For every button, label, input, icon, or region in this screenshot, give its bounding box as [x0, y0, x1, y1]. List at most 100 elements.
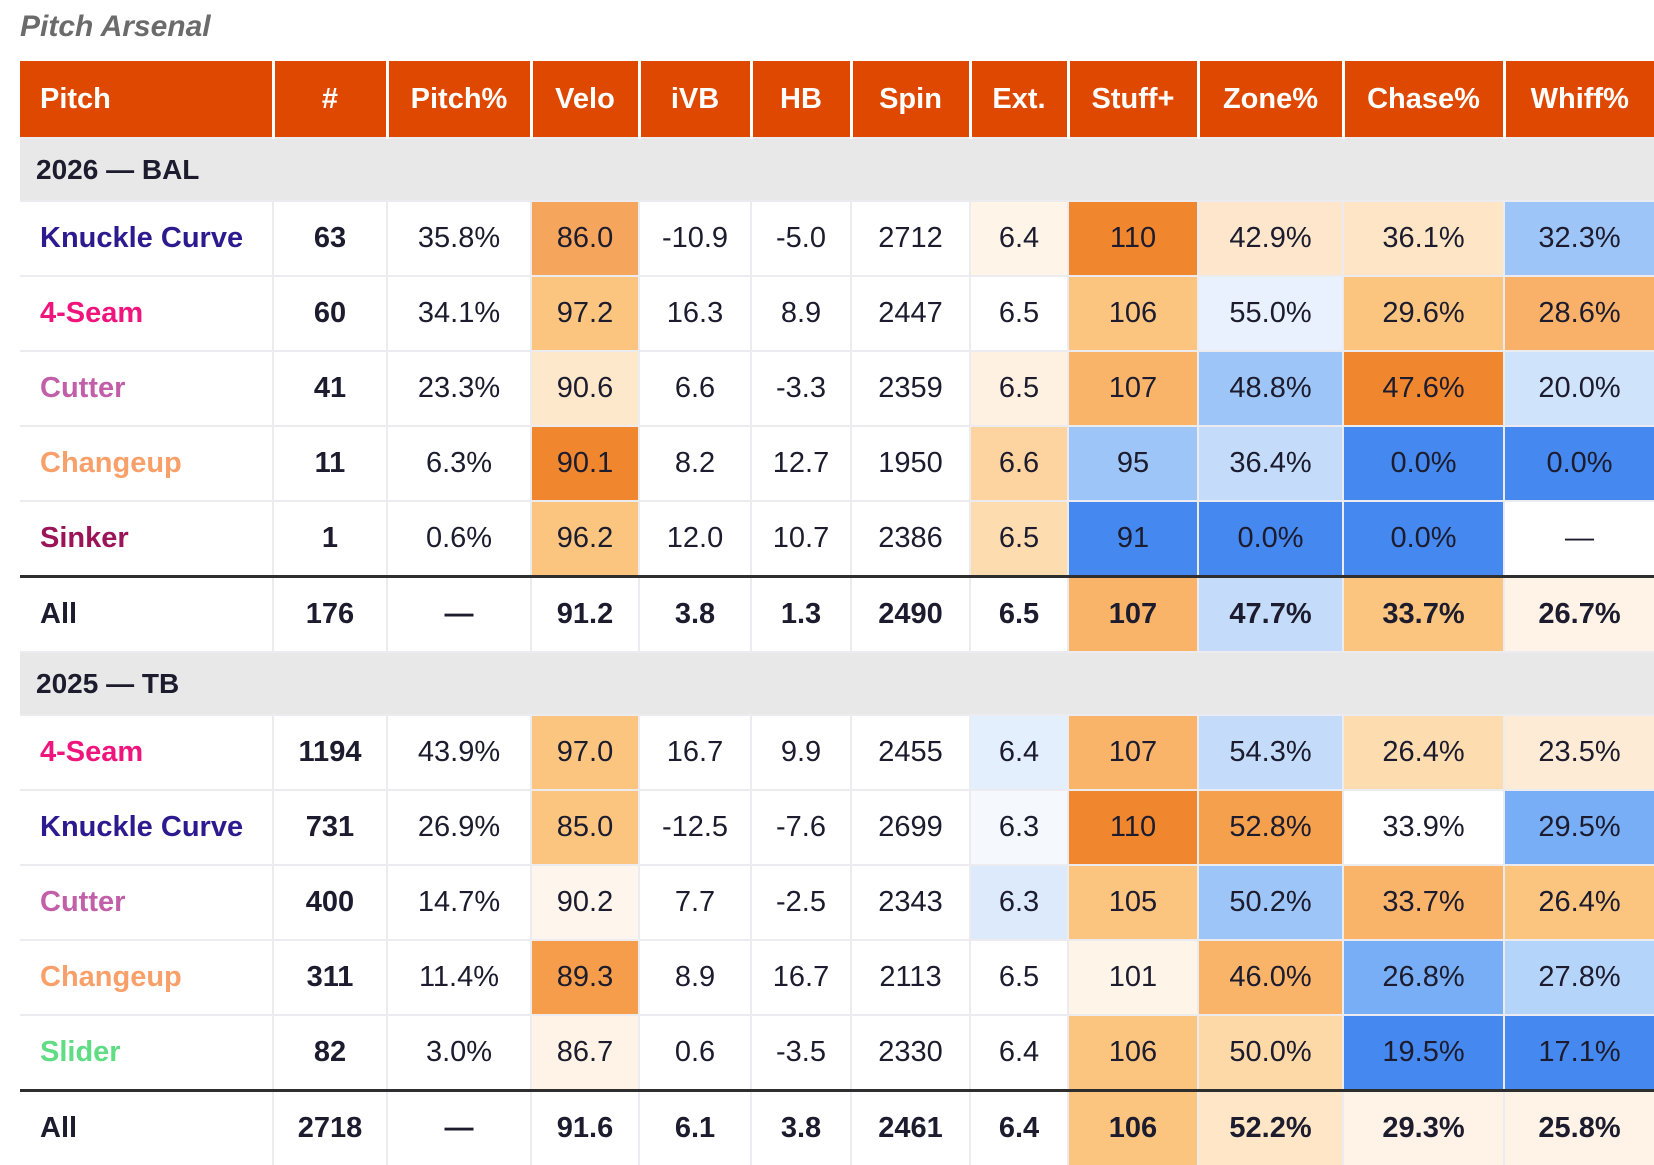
- cell-pitch: 43.9%: [387, 715, 531, 790]
- cell-velo: 85.0: [531, 790, 639, 865]
- pitch-name: 4-Seam: [20, 715, 273, 790]
- cell-whiff: 17.1%: [1504, 1015, 1654, 1091]
- cell-chase: 0.0%: [1343, 501, 1504, 577]
- cell-zone: 46.0%: [1198, 940, 1343, 1015]
- cell-whiff: —: [1504, 501, 1654, 577]
- cell-chase: 26.4%: [1343, 715, 1504, 790]
- cell-pitch: 6.3%: [387, 426, 531, 501]
- cell-spin: 1950: [851, 426, 970, 501]
- pitch-name: Knuckle Curve: [20, 201, 273, 276]
- cell-stuff: 110: [1068, 201, 1198, 276]
- cell-whiff: 20.0%: [1504, 351, 1654, 426]
- column-header-[interactable]: #: [273, 61, 387, 138]
- cell-hb: -2.5: [751, 865, 851, 940]
- cell-zone: 52.2%: [1198, 1091, 1343, 1165]
- cell-ext: 6.4: [970, 1091, 1068, 1165]
- cell-hb: -3.3: [751, 351, 851, 426]
- cell-chase: 47.6%: [1343, 351, 1504, 426]
- pitch-name: Sinker: [20, 501, 273, 577]
- cell-chase: 29.3%: [1343, 1091, 1504, 1165]
- cell-ivb: 6.6: [639, 351, 751, 426]
- cell-chase: 33.7%: [1343, 577, 1504, 653]
- cell-ivb: 0.6: [639, 1015, 751, 1091]
- cell-ext: 6.5: [970, 940, 1068, 1015]
- pitch-name: Cutter: [20, 865, 273, 940]
- cell-ivb: 6.1: [639, 1091, 751, 1165]
- cell-ivb: -12.5: [639, 790, 751, 865]
- column-header-stuff[interactable]: Stuff+: [1068, 61, 1198, 138]
- cell-zone: 50.2%: [1198, 865, 1343, 940]
- cell-chase: 26.8%: [1343, 940, 1504, 1015]
- cell-spin: 2455: [851, 715, 970, 790]
- pitch-name: Changeup: [20, 426, 273, 501]
- group-row: 2026 — BAL: [20, 138, 1654, 201]
- cell-whiff: 29.5%: [1504, 790, 1654, 865]
- cell-stuff: 91: [1068, 501, 1198, 577]
- cell-velo: 86.0: [531, 201, 639, 276]
- cell-ext: 6.3: [970, 790, 1068, 865]
- cell-: 1: [273, 501, 387, 577]
- cell-stuff: 106: [1068, 1015, 1198, 1091]
- cell-: 731: [273, 790, 387, 865]
- cell-whiff: 23.5%: [1504, 715, 1654, 790]
- cell-ivb: 16.7: [639, 715, 751, 790]
- cell-whiff: 28.6%: [1504, 276, 1654, 351]
- column-header-pitch[interactable]: Pitch%: [387, 61, 531, 138]
- cell-: 11: [273, 426, 387, 501]
- column-header-pitch[interactable]: Pitch: [20, 61, 273, 138]
- cell-zone: 42.9%: [1198, 201, 1343, 276]
- column-header-hb[interactable]: HB: [751, 61, 851, 138]
- cell-hb: 3.8: [751, 1091, 851, 1165]
- group-label: 2025 — TB: [20, 652, 1654, 715]
- group-row: 2025 — TB: [20, 652, 1654, 715]
- cell-spin: 2386: [851, 501, 970, 577]
- cell-zone: 52.8%: [1198, 790, 1343, 865]
- cell-: 63: [273, 201, 387, 276]
- cell-velo: 89.3: [531, 940, 639, 1015]
- cell-ivb: 12.0: [639, 501, 751, 577]
- cell-whiff: 26.7%: [1504, 577, 1654, 653]
- cell-pitch: 0.6%: [387, 501, 531, 577]
- cell-spin: 2490: [851, 577, 970, 653]
- cell-hb: 1.3: [751, 577, 851, 653]
- column-header-ivb[interactable]: iVB: [639, 61, 751, 138]
- column-header-ext[interactable]: Ext.: [970, 61, 1068, 138]
- cell-velo: 90.1: [531, 426, 639, 501]
- cell-spin: 2113: [851, 940, 970, 1015]
- cell-ivb: 16.3: [639, 276, 751, 351]
- column-header-whiff[interactable]: Whiff%: [1504, 61, 1654, 138]
- column-header-spin[interactable]: Spin: [851, 61, 970, 138]
- cell-velo: 90.2: [531, 865, 639, 940]
- column-header-chase[interactable]: Chase%: [1343, 61, 1504, 138]
- cell-hb: 9.9: [751, 715, 851, 790]
- cell-ext: 6.3: [970, 865, 1068, 940]
- cell-velo: 96.2: [531, 501, 639, 577]
- cell-spin: 2447: [851, 276, 970, 351]
- column-header-velo[interactable]: Velo: [531, 61, 639, 138]
- cell-spin: 2461: [851, 1091, 970, 1165]
- cell-chase: 29.6%: [1343, 276, 1504, 351]
- cell-whiff: 0.0%: [1504, 426, 1654, 501]
- pitch-name: All: [20, 1091, 273, 1165]
- cell-stuff: 106: [1068, 1091, 1198, 1165]
- cell-ext: 6.4: [970, 715, 1068, 790]
- column-header-zone[interactable]: Zone%: [1198, 61, 1343, 138]
- cell-whiff: 27.8%: [1504, 940, 1654, 1015]
- cell-spin: 2359: [851, 351, 970, 426]
- section-title: Pitch Arsenal: [20, 10, 211, 44]
- cell-hb: 10.7: [751, 501, 851, 577]
- cell-: 2718: [273, 1091, 387, 1165]
- cell-: 82: [273, 1015, 387, 1091]
- cell-hb: -7.6: [751, 790, 851, 865]
- cell-pitch: —: [387, 577, 531, 653]
- cell-ext: 6.6: [970, 426, 1068, 501]
- pitch-name: All: [20, 577, 273, 653]
- cell-chase: 19.5%: [1343, 1015, 1504, 1091]
- cell-spin: 2343: [851, 865, 970, 940]
